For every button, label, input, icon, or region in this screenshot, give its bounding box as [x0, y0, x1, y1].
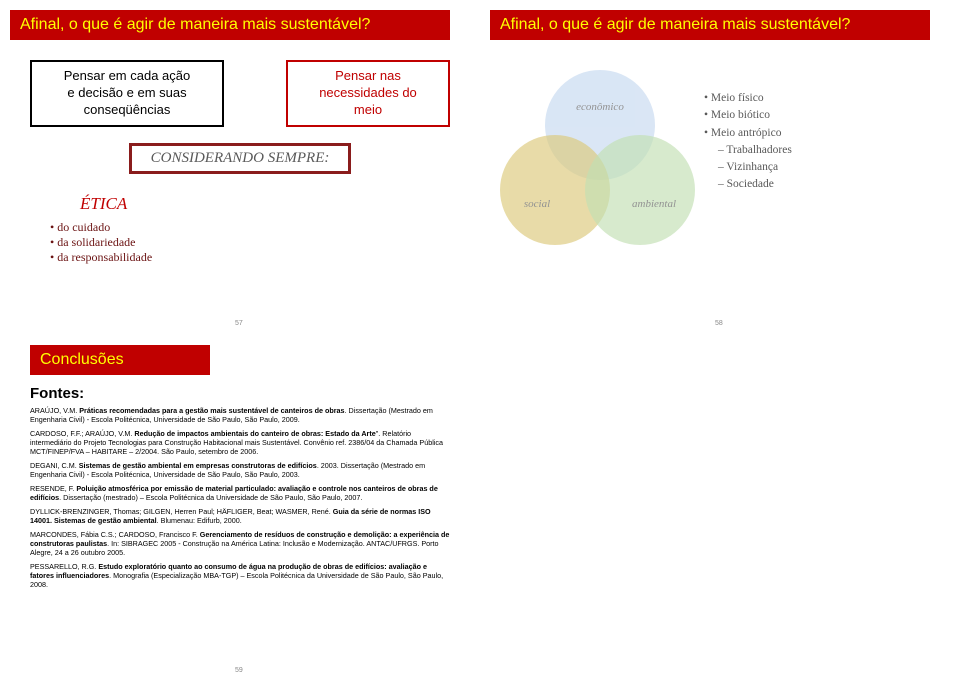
etica-item: da responsabilidade	[50, 250, 470, 265]
meio-sub-item: Sociedade	[718, 176, 792, 193]
etica-item: do cuidado	[50, 220, 470, 235]
slide-title: Conclusões	[30, 345, 210, 375]
meio-sub-item: Vizinhança	[718, 159, 792, 176]
meio-fisico: Meio físico	[704, 90, 792, 107]
meio-list: Meio físico Meio biótico Meio antrópico …	[700, 90, 792, 194]
references: ARAÚJO, V.M. Práticas recomendadas para …	[10, 406, 470, 589]
venn-label-economico: econômico	[576, 101, 624, 113]
meio-biotico: Meio biótico	[704, 107, 792, 124]
page-number: 58	[715, 320, 723, 327]
venn-label-ambiental: ambiental	[632, 198, 676, 210]
ref-item: PESSARELLO, R.G. Estudo exploratório qua…	[30, 562, 450, 589]
venn-label-social: social	[524, 198, 550, 210]
venn-diagram: econômico social ambiental	[490, 70, 690, 250]
ref-item: ARAÚJO, V.M. Práticas recomendadas para …	[30, 406, 450, 424]
slide-title: Afinal, o que é agir de maneira mais sus…	[490, 10, 930, 40]
box-pensar-acao: Pensar em cada açãoe decisão e em suasco…	[30, 60, 224, 127]
considerando-box: CONSIDERANDO SEMPRE:	[129, 143, 351, 174]
etica-list: do cuidado da solidariedade da responsab…	[50, 220, 470, 265]
meio-antropico-label: Meio antrópico	[711, 127, 782, 139]
page-number: 59	[235, 667, 243, 674]
sustainability-row: econômico social ambiental Meio físico M…	[490, 60, 950, 250]
slide-57: Afinal, o que é agir de maneira mais sus…	[10, 10, 470, 330]
slide-title: Afinal, o que é agir de maneira mais sus…	[10, 10, 450, 40]
slide-58: Afinal, o que é agir de maneira mais sus…	[490, 10, 950, 330]
ref-item: RESENDE, F. Poluição atmosférica por emi…	[30, 484, 450, 502]
ref-item: CARDOSO, F.F.; ARAÚJO, V.M. Redução de i…	[30, 429, 450, 456]
etica-item: da solidariedade	[50, 235, 470, 250]
meio-sub-item: Trabalhadores	[718, 142, 792, 159]
page-number: 57	[235, 320, 243, 327]
meio-antropico: Meio antrópico Trabalhadores Vizinhança …	[704, 125, 792, 194]
etica-block: ÉTICA do cuidado da solidariedade da res…	[50, 194, 470, 265]
ref-item: DEGANI, C.M. Sistemas de gestão ambienta…	[30, 461, 450, 479]
venn-ambiental: ambiental	[585, 135, 695, 245]
ref-item: DYLLICK-BRENZINGER, Thomas; GILGEN, Herr…	[30, 507, 450, 525]
meio-sublist: Trabalhadores Vizinhança Sociedade	[704, 142, 792, 194]
fontes-heading: Fontes:	[30, 385, 470, 402]
ref-item: MARCONDES, Fábia C.S.; CARDOSO, Francisc…	[30, 530, 450, 557]
slide-59: Conclusões Fontes: ARAÚJO, V.M. Práticas…	[10, 345, 470, 675]
box-pensar-meio: Pensar nasnecessidades domeio	[286, 60, 450, 127]
etica-title: ÉTICA	[80, 194, 470, 214]
concept-boxes: Pensar em cada açãoe decisão e em suasco…	[10, 60, 470, 127]
